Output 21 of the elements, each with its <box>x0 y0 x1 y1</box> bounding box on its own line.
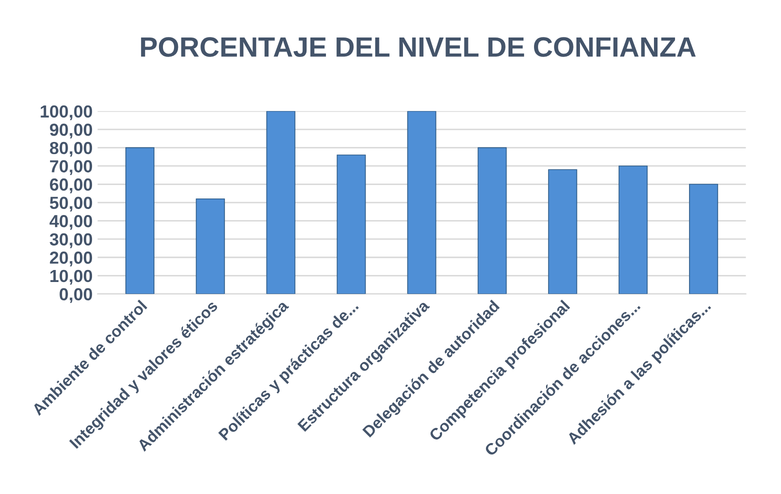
bar <box>407 111 436 294</box>
y-tick-label: 0,00 <box>60 288 92 303</box>
y-tick-label: 10,00 <box>50 270 92 285</box>
y-tick-label: 40,00 <box>50 214 92 230</box>
bar <box>336 154 366 294</box>
y-tick-label: 50,00 <box>50 196 92 212</box>
y-tick-label: 100,00 <box>40 105 92 120</box>
bar <box>478 147 507 294</box>
bar <box>266 111 296 294</box>
chart-title: PORCENTAJE DEL NIVEL DE CONFIANZA <box>141 37 696 57</box>
bar <box>125 147 154 294</box>
y-tick-label: 80,00 <box>50 142 92 157</box>
y-tick-label: 30,00 <box>50 233 92 248</box>
y-tick-label: 90,00 <box>50 124 92 138</box>
y-tick-label: 60,00 <box>50 178 92 194</box>
y-tick-label: 70,00 <box>50 160 92 175</box>
bar <box>689 184 718 294</box>
y-tick-label: 20,00 <box>50 252 92 266</box>
bar <box>618 166 648 294</box>
bar <box>548 169 578 294</box>
bar <box>196 198 225 294</box>
